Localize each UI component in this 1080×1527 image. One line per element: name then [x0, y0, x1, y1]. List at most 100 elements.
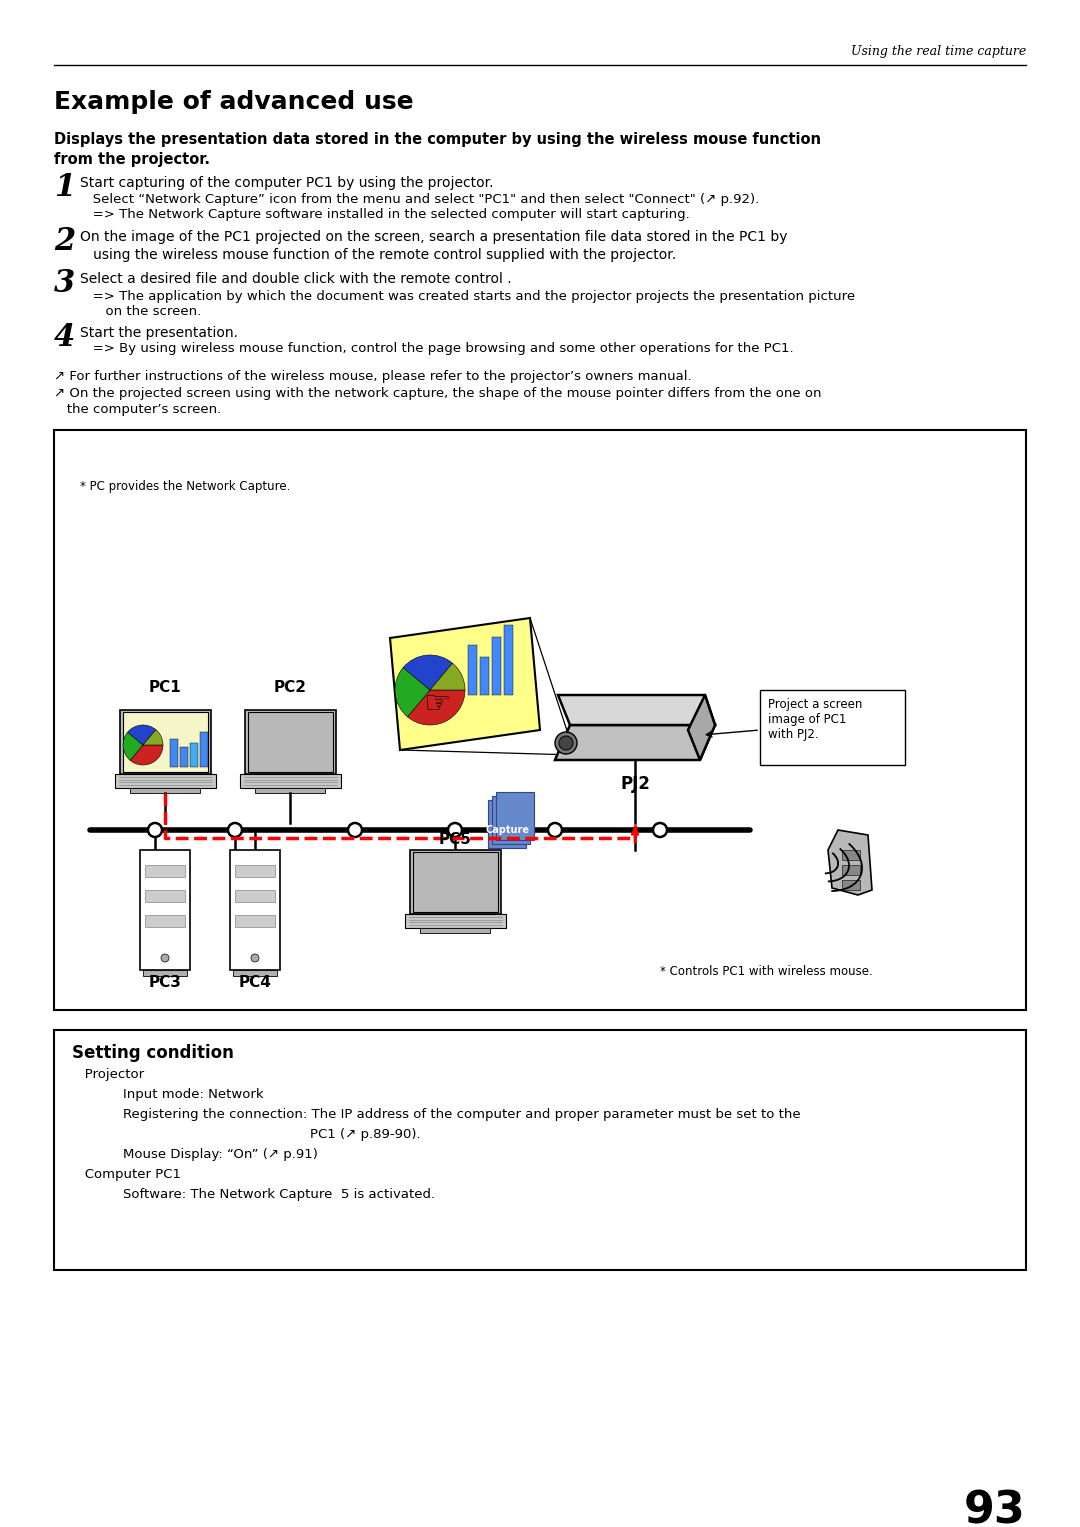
Bar — [488, 800, 526, 847]
Bar — [405, 915, 505, 928]
Bar — [235, 890, 275, 902]
Bar — [504, 625, 513, 695]
Text: Project a screen
image of PC1
with PJ2.: Project a screen image of PC1 with PJ2. — [768, 698, 862, 741]
Circle shape — [148, 823, 162, 837]
Text: On the image of the PC1 projected on the screen, search a presentation file data: On the image of the PC1 projected on the… — [80, 231, 787, 244]
Text: PJ2: PJ2 — [620, 776, 650, 793]
Circle shape — [348, 823, 362, 837]
Text: * PC provides the Network Capture.: * PC provides the Network Capture. — [80, 479, 291, 493]
Bar — [54, 431, 1026, 1009]
Text: on the screen.: on the screen. — [80, 305, 201, 318]
Text: 93: 93 — [964, 1490, 1026, 1527]
Wedge shape — [430, 663, 465, 690]
Text: Projector: Projector — [72, 1067, 144, 1081]
Text: Start the presentation.: Start the presentation. — [80, 325, 238, 341]
Text: 3: 3 — [54, 269, 76, 299]
Text: Input mode: Network: Input mode: Network — [72, 1089, 264, 1101]
Text: 1: 1 — [54, 173, 76, 203]
Text: Mouse Display: “On” (↗ p.91): Mouse Display: “On” (↗ p.91) — [72, 1148, 318, 1161]
Bar — [255, 788, 325, 793]
Text: PC1 (↗ p.89-90).: PC1 (↗ p.89-90). — [72, 1128, 420, 1141]
Circle shape — [161, 954, 168, 962]
Wedge shape — [131, 745, 163, 765]
Bar — [760, 690, 905, 765]
Bar — [247, 712, 333, 773]
Bar — [54, 1031, 1026, 1270]
Text: Using the real time capture: Using the real time capture — [851, 44, 1026, 58]
Text: Computer PC1: Computer PC1 — [72, 1168, 181, 1180]
Bar — [492, 637, 501, 695]
Bar — [244, 710, 336, 774]
Text: PC5: PC5 — [438, 832, 472, 847]
Circle shape — [228, 823, 242, 837]
Text: => By using wireless mouse function, control the page browsing and some other op: => By using wireless mouse function, con… — [80, 342, 794, 354]
Bar — [122, 712, 207, 773]
Circle shape — [653, 823, 667, 837]
Bar — [140, 851, 190, 970]
Bar — [190, 744, 198, 767]
Text: from the projector.: from the projector. — [54, 153, 210, 166]
Text: PC3: PC3 — [149, 976, 181, 989]
Bar — [496, 793, 534, 840]
Bar — [143, 970, 187, 976]
Wedge shape — [407, 690, 465, 725]
Polygon shape — [688, 695, 715, 760]
Bar — [170, 739, 178, 767]
Text: Example of advanced use: Example of advanced use — [54, 90, 414, 115]
Text: Registering the connection: The IP address of the computer and proper parameter : Registering the connection: The IP addre… — [72, 1109, 800, 1121]
Polygon shape — [558, 695, 715, 725]
Polygon shape — [555, 725, 715, 760]
Bar — [492, 796, 530, 844]
Bar — [145, 890, 185, 902]
Text: ↗ For further instructions of the wireless mouse, please refer to the projector’: ↗ For further instructions of the wirele… — [54, 370, 691, 383]
Text: Setting condition: Setting condition — [72, 1044, 234, 1061]
Wedge shape — [403, 655, 453, 690]
Bar — [842, 880, 860, 890]
Bar — [180, 747, 188, 767]
Bar — [114, 774, 216, 788]
Polygon shape — [390, 618, 540, 750]
Bar — [468, 644, 477, 695]
Bar — [235, 864, 275, 876]
Wedge shape — [123, 731, 143, 760]
Bar — [145, 864, 185, 876]
Text: Select a desired file and double click with the remote control .: Select a desired file and double click w… — [80, 272, 512, 286]
Text: ☞: ☞ — [423, 690, 450, 719]
Text: * Controls PC1 with wireless mouse.: * Controls PC1 with wireless mouse. — [660, 965, 873, 977]
Text: Start capturing of the computer PC1 by using the projector.: Start capturing of the computer PC1 by u… — [80, 176, 494, 189]
Bar — [842, 864, 860, 875]
Circle shape — [555, 731, 577, 754]
Bar — [420, 928, 490, 933]
Text: Software: The Network Capture  5 is activated.: Software: The Network Capture 5 is activ… — [72, 1188, 435, 1202]
Bar — [145, 915, 185, 927]
Text: PC2: PC2 — [273, 680, 307, 695]
Circle shape — [448, 823, 462, 837]
Text: Displays the presentation data stored in the computer by using the wireless mous: Displays the presentation data stored in… — [54, 131, 821, 147]
Bar — [480, 657, 489, 695]
Text: 4: 4 — [54, 322, 76, 353]
Wedge shape — [127, 725, 156, 745]
Text: Capture: Capture — [486, 825, 530, 835]
Wedge shape — [143, 730, 163, 745]
Circle shape — [251, 954, 259, 962]
Bar — [240, 774, 340, 788]
Bar — [409, 851, 500, 915]
Bar — [120, 710, 211, 774]
Text: ↗ On the projected screen using with the network capture, the shape of the mouse: ↗ On the projected screen using with the… — [54, 386, 822, 400]
Circle shape — [548, 823, 562, 837]
Polygon shape — [828, 831, 872, 895]
Text: => The Network Capture software installed in the selected computer will start ca: => The Network Capture software installe… — [80, 208, 690, 221]
Text: using the wireless mouse function of the remote control supplied with the projec: using the wireless mouse function of the… — [80, 247, 676, 263]
Text: the computer’s screen.: the computer’s screen. — [54, 403, 221, 415]
Bar — [233, 970, 276, 976]
Text: => The application by which the document was created starts and the projector pr: => The application by which the document… — [80, 290, 855, 302]
Bar — [130, 788, 201, 793]
Bar — [200, 731, 208, 767]
Circle shape — [559, 736, 573, 750]
Text: PC4: PC4 — [239, 976, 271, 989]
Text: 2: 2 — [54, 226, 76, 257]
Wedge shape — [395, 667, 430, 716]
Bar — [235, 915, 275, 927]
Bar — [230, 851, 280, 970]
Text: PC1: PC1 — [149, 680, 181, 695]
